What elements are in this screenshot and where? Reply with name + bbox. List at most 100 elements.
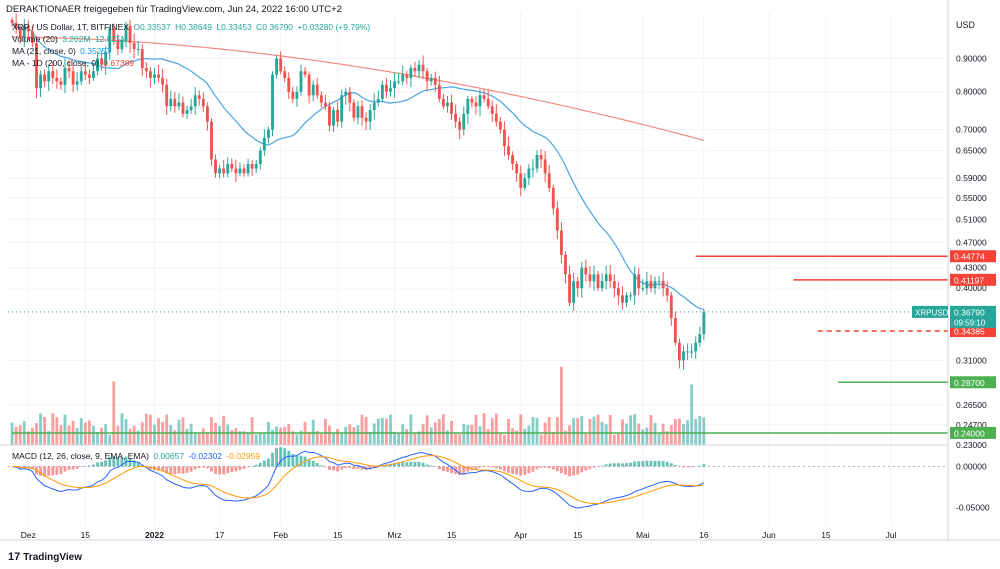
y-tick-label: 0.26500: [956, 400, 987, 410]
macd-histogram-bar: [551, 466, 555, 470]
y-tick-label: 0.47000: [956, 237, 987, 247]
volume-bar: [409, 414, 413, 445]
candle-body: [702, 311, 706, 335]
candle-body: [153, 74, 156, 78]
volume-bar: [678, 418, 681, 445]
candle-body: [108, 28, 112, 53]
candle-body: [96, 58, 99, 72]
candle-body: [527, 168, 531, 179]
candle-body: [494, 113, 498, 122]
candle-body: [10, 20, 14, 23]
tradingview-logo-icon: 17: [8, 551, 21, 563]
candle-body: [332, 110, 335, 126]
volume-bar: [547, 417, 551, 445]
ma200-legend[interactable]: MA - 1D (200, close, 0) 0.67389: [12, 58, 134, 68]
macd-histogram-bar: [75, 466, 79, 469]
volume-bar: [128, 428, 132, 445]
macd-histogram-bar: [429, 465, 433, 467]
tradingview-brand[interactable]: 17 TradingView: [8, 551, 82, 563]
macd-histogram-bar: [608, 463, 612, 467]
candle-body: [201, 98, 205, 107]
candle-body: [75, 81, 79, 85]
candle-body: [230, 163, 234, 169]
macd-histogram-bar: [425, 464, 429, 467]
candle-body: [210, 121, 213, 160]
candle-body: [51, 71, 55, 78]
macd-y-tick-label: -0.05000: [956, 503, 990, 513]
macd-signal-line: [12, 455, 704, 505]
macd-histogram-bar: [625, 463, 628, 467]
candle-body: [588, 274, 592, 282]
candle-body: [242, 168, 246, 174]
macd-label: MACD (12, 26, close, 9, EMA, EMA): [12, 451, 149, 461]
macd-histogram-bar: [641, 461, 645, 467]
candle-body: [214, 159, 217, 174]
macd-histogram-bar: [686, 466, 689, 468]
volume-bar: [564, 430, 567, 445]
macd-histogram-bar: [193, 466, 197, 470]
candle-body: [124, 25, 128, 41]
volume-bar: [511, 428, 515, 445]
macd-histogram-bar: [559, 466, 563, 474]
symbol-line: XRP / US Dollar, 1T, BITFINEX: [12, 22, 129, 32]
candle-body: [608, 274, 612, 282]
candle-body: [523, 178, 527, 188]
volume-bar: [165, 414, 169, 445]
macd-histogram-bar: [397, 462, 401, 467]
macd-histogram-bar: [189, 466, 193, 472]
y-tick-label: 0.80000: [956, 87, 987, 97]
macd-pane: [8, 447, 948, 509]
candle-body: [22, 25, 26, 38]
volume-bar: [222, 415, 226, 445]
candle-body: [657, 281, 661, 283]
y-tick-label: 0.65000: [956, 146, 987, 156]
volume-bar: [498, 432, 502, 445]
volume-bar: [653, 422, 657, 445]
symbol-badge-text: XRPUSD: [915, 308, 949, 317]
macd-histogram-bar: [55, 466, 59, 475]
volume-bar: [405, 429, 409, 445]
candle-body: [287, 77, 291, 92]
publisher-line: DERAKTIONAER freigegeben für TradingView…: [6, 4, 342, 15]
volume-bar: [494, 413, 498, 445]
candle-body: [682, 351, 685, 361]
volume-bar: [474, 414, 478, 445]
macd-histogram-bar: [165, 466, 169, 474]
volume-bar: [112, 381, 116, 445]
macd-histogram-bar: [413, 462, 417, 467]
macd-histogram-bar: [26, 466, 30, 469]
candle-body: [132, 43, 136, 50]
candle-body: [503, 129, 506, 147]
candle-body: [559, 230, 563, 255]
candle-body: [364, 117, 368, 122]
volume-bar: [43, 416, 47, 445]
volume-bar: [291, 431, 295, 445]
x-tick-label: Feb: [273, 530, 288, 540]
macd-histogram-bar: [262, 460, 266, 467]
candle-body: [161, 77, 165, 85]
macd-histogram-bar: [71, 466, 75, 470]
axes: USD 0.90000 0.80000 0.70000 0.65000 0.59000 0.…: [0, 0, 1000, 541]
volume-bar: [608, 415, 612, 445]
volume-bar: [108, 434, 112, 445]
volume-bar: [401, 424, 405, 445]
candle-body: [18, 28, 22, 38]
volume-bar: [234, 428, 238, 445]
candle-body: [568, 274, 571, 303]
macd-legend[interactable]: MACD (12, 26, close, 9, EMA, EMA) 0.0065…: [12, 451, 260, 461]
volume-bar: [10, 422, 14, 445]
candle-body: [669, 295, 673, 319]
ohlc-high: H0.38649: [175, 22, 212, 32]
volume-bar: [181, 417, 185, 445]
macd-histogram-bar: [498, 466, 502, 470]
candle-body: [279, 58, 283, 72]
ma200-label: MA - 1D (200, close, 0): [12, 58, 99, 68]
candle-body: [507, 146, 510, 155]
volume-bar: [226, 424, 230, 445]
volume-legend[interactable]: Volume (20) 3.202M 12.525M: [12, 34, 128, 44]
ma21-legend[interactable]: MA (21, close, 0) 0.35257: [12, 46, 111, 56]
macd-histogram-bar: [515, 466, 519, 475]
macd-histogram-bar: [59, 466, 63, 475]
volume-bar: [173, 430, 177, 445]
